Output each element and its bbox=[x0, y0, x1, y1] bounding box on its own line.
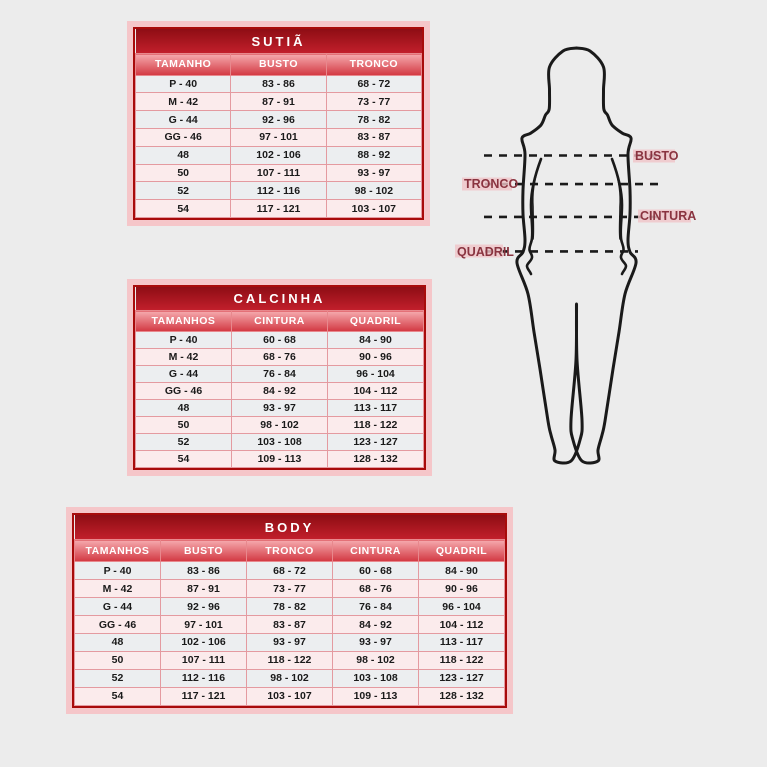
svg-text:BUSTO: BUSTO bbox=[635, 149, 679, 163]
svg-text:CINTURA: CINTURA bbox=[640, 209, 696, 223]
svg-text:QUADRIL: QUADRIL bbox=[457, 245, 514, 259]
svg-text:TRONCO: TRONCO bbox=[464, 177, 518, 191]
